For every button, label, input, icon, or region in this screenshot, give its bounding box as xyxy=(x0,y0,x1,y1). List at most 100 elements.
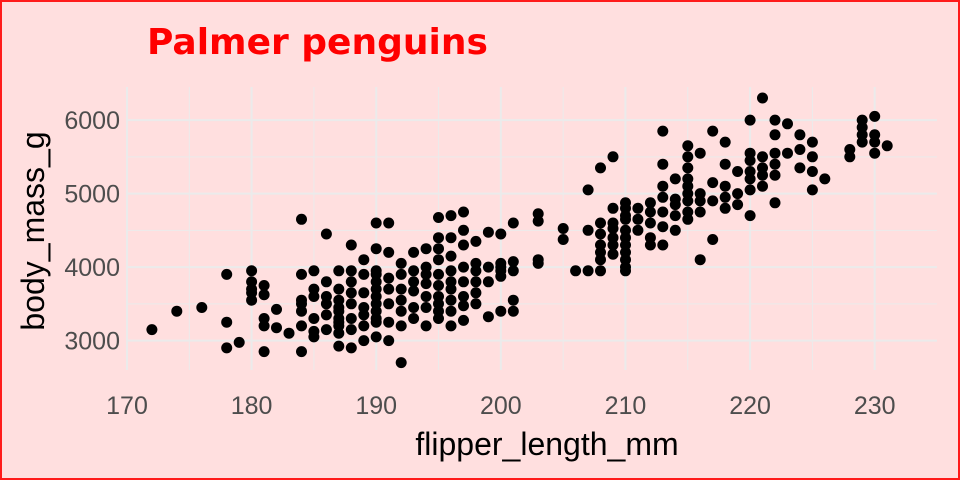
data-point xyxy=(370,217,382,229)
data-point xyxy=(146,324,158,336)
data-point xyxy=(657,206,669,218)
data-point xyxy=(607,223,619,234)
data-point xyxy=(532,215,544,227)
data-point xyxy=(358,309,370,321)
data-point xyxy=(694,195,706,207)
data-point xyxy=(370,316,382,328)
data-point xyxy=(757,92,768,104)
data-point xyxy=(383,246,395,258)
data-point xyxy=(532,257,544,269)
data-point xyxy=(383,283,395,295)
data-point xyxy=(383,298,395,310)
data-point xyxy=(433,268,444,280)
data-point xyxy=(732,166,744,177)
data-point xyxy=(320,309,332,321)
data-point xyxy=(769,129,781,141)
data-point xyxy=(445,210,457,222)
data-point xyxy=(308,291,320,302)
data-point xyxy=(769,114,781,126)
data-point xyxy=(482,226,494,238)
data-point xyxy=(719,158,731,170)
data-point xyxy=(669,224,681,236)
data-points xyxy=(146,92,893,369)
data-point xyxy=(657,180,669,192)
data-point xyxy=(869,147,881,159)
data-point xyxy=(408,265,420,277)
data-point xyxy=(296,305,307,317)
data-point xyxy=(445,283,457,295)
data-point xyxy=(595,228,606,240)
data-point xyxy=(869,110,881,122)
data-point xyxy=(844,151,856,163)
data-point xyxy=(383,316,395,328)
data-point xyxy=(782,118,793,130)
data-point xyxy=(345,239,357,251)
data-point xyxy=(408,313,420,324)
x-tick-label: 230 xyxy=(854,392,896,420)
data-point xyxy=(445,232,457,244)
data-point xyxy=(470,276,482,288)
data-point xyxy=(507,256,519,268)
data-point xyxy=(644,217,656,229)
y-tick-label: 5000 xyxy=(64,181,120,209)
data-point xyxy=(507,305,519,317)
data-point xyxy=(445,265,457,277)
data-point xyxy=(370,243,382,255)
data-point xyxy=(495,270,507,282)
y-tick-label: 6000 xyxy=(64,107,120,135)
data-point xyxy=(757,151,768,163)
data-point xyxy=(632,202,644,214)
data-point xyxy=(308,265,320,277)
x-tick-label: 220 xyxy=(729,392,771,420)
data-point xyxy=(470,298,482,310)
data-point xyxy=(607,248,619,260)
data-point xyxy=(296,346,307,358)
data-point xyxy=(345,265,357,277)
data-point xyxy=(595,265,606,277)
data-point xyxy=(271,322,282,334)
data-point xyxy=(246,265,258,277)
data-point xyxy=(707,234,719,245)
data-point xyxy=(794,144,806,155)
data-point xyxy=(769,158,781,170)
data-point xyxy=(682,140,694,152)
data-point xyxy=(433,243,444,255)
data-point xyxy=(694,254,706,266)
data-point xyxy=(657,125,669,137)
data-point xyxy=(582,184,594,196)
data-point xyxy=(345,287,357,299)
x-tick-label: 170 xyxy=(106,392,148,420)
data-point xyxy=(607,202,619,214)
data-point xyxy=(196,302,208,313)
data-point xyxy=(769,169,781,181)
data-point xyxy=(420,320,432,332)
data-point xyxy=(445,320,457,332)
data-point xyxy=(507,265,519,277)
data-point xyxy=(570,265,582,277)
x-tick-label: 190 xyxy=(355,392,397,420)
data-point xyxy=(744,155,756,166)
data-point xyxy=(557,223,569,234)
data-point xyxy=(408,246,420,258)
data-point xyxy=(221,342,233,354)
data-point xyxy=(408,276,420,288)
data-point xyxy=(607,239,619,251)
data-point xyxy=(607,151,619,163)
data-point xyxy=(258,320,270,332)
data-point xyxy=(258,346,270,358)
data-point xyxy=(644,206,656,218)
data-point xyxy=(458,276,469,288)
data-point xyxy=(333,327,345,339)
data-point xyxy=(769,147,781,159)
data-point xyxy=(644,239,656,251)
data-point xyxy=(433,212,444,223)
data-point xyxy=(620,213,631,225)
data-point xyxy=(719,202,731,214)
data-point xyxy=(445,294,457,306)
data-point xyxy=(694,147,706,159)
data-point xyxy=(333,265,345,277)
data-point xyxy=(769,197,781,209)
data-point xyxy=(458,261,469,273)
